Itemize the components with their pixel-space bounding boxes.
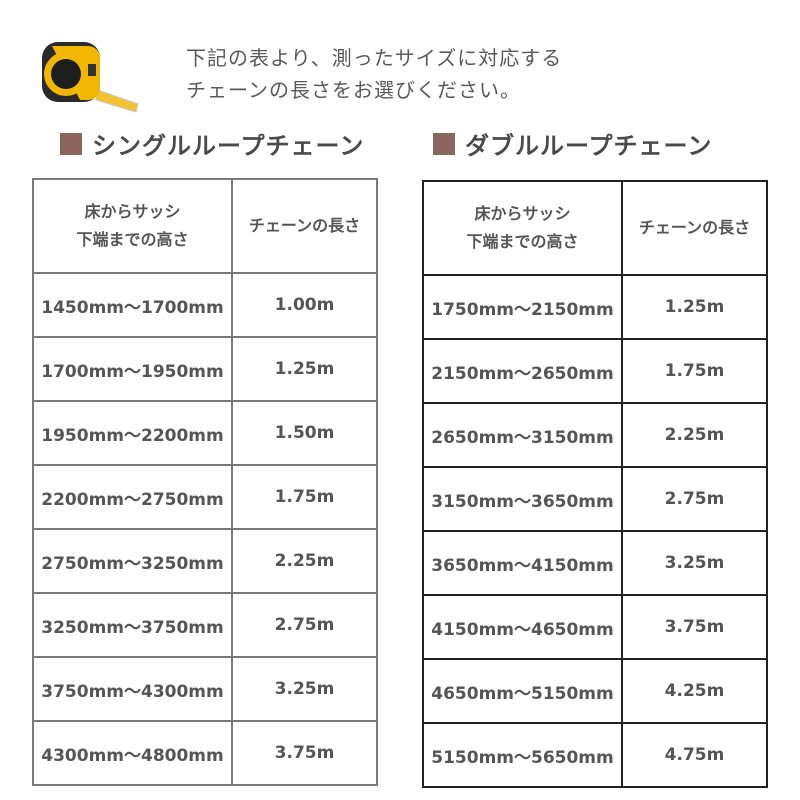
single-loop-table: 床からサッシ 下端までの高さ チェーンの長さ 1450mm～1700mm 1.00m…	[32, 178, 378, 786]
square-bullet-icon	[60, 132, 82, 155]
height-range-cell: 3650mm～4150mm	[422, 530, 623, 596]
chain-length-cell: 2.75m	[621, 466, 768, 532]
height-range-cell: 4150mm～4650mm	[422, 594, 623, 660]
table-row: 5150mm～5650mm 4.75m	[422, 722, 768, 788]
chain-length-cell: 1.50m	[231, 400, 378, 466]
instruction-line-1: 下記の表より、測ったサイズに対応する	[186, 46, 563, 70]
table-header-row: 床からサッシ 下端までの高さ チェーンの長さ	[32, 178, 378, 274]
height-column-header: 床からサッシ 下端までの高さ	[422, 180, 623, 276]
single-loop-title: シングルループチェーン	[92, 132, 365, 160]
height-range-cell: 3750mm～4300mm	[32, 656, 233, 722]
height-column-header: 床からサッシ 下端までの高さ	[32, 178, 233, 274]
table-row: 3150mm～3650mm 2.75m	[422, 466, 768, 532]
height-range-cell: 2750mm～3250mm	[32, 528, 233, 594]
table-row: 2150mm～2650mm 1.75m	[422, 338, 768, 404]
double-loop-heading: ダブルループチェーン	[433, 126, 712, 161]
double-loop-table: 床からサッシ 下端までの高さ チェーンの長さ 1750mm～2150mm 1.25m…	[422, 180, 768, 788]
chain-length-cell: 1.25m	[231, 336, 378, 402]
height-range-cell: 3250mm～3750mm	[32, 592, 233, 658]
height-range-cell: 4650mm～5150mm	[422, 658, 623, 724]
chain-length-cell: 2.75m	[231, 592, 378, 658]
height-range-cell: 2650mm～3150mm	[422, 402, 623, 468]
table-row: 3650mm～4150mm 3.25m	[422, 530, 768, 596]
tape-measure-icon	[42, 42, 139, 113]
square-bullet-icon	[433, 132, 455, 155]
single-loop-heading: シングルループチェーン	[60, 126, 364, 161]
chain-length-cell: 3.25m	[231, 656, 378, 722]
table-row: 4300mm～4800mm 3.75m	[32, 720, 378, 786]
table-row: 3250mm～3750mm 2.75m	[32, 592, 378, 658]
table-row: 2200mm～2750mm 1.75m	[32, 464, 378, 530]
table-row: 4650mm～5150mm 4.25m	[422, 658, 768, 724]
chain-length-cell: 1.00m	[231, 272, 378, 338]
chain-length-cell: 3.75m	[621, 594, 768, 660]
height-range-cell: 1750mm～2150mm	[422, 274, 623, 340]
table-row: 1750mm～2150mm 1.25m	[422, 274, 768, 340]
table-row: 2650mm～3150mm 2.25m	[422, 402, 768, 468]
table-row: 2750mm～3250mm 2.25m	[32, 528, 378, 594]
height-range-cell: 4300mm～4800mm	[32, 720, 233, 786]
table-row: 4150mm～4650mm 3.75m	[422, 594, 768, 660]
chain-length-cell: 3.75m	[231, 720, 378, 786]
table-header-row: 床からサッシ 下端までの高さ チェーンの長さ	[422, 180, 768, 276]
table-row: 1700mm～1950mm 1.25m	[32, 336, 378, 402]
chain-length-cell: 4.25m	[621, 658, 768, 724]
chain-length-cell: 4.75m	[621, 722, 768, 788]
chain-length-cell: 3.25m	[621, 530, 768, 596]
instruction-line-2: チェーンの長さをお選びください。	[186, 78, 521, 102]
height-range-cell: 5150mm～5650mm	[422, 722, 623, 788]
table-row: 3750mm～4300mm 3.25m	[32, 656, 378, 722]
double-loop-title: ダブルループチェーン	[465, 132, 713, 160]
chain-length-cell: 2.25m	[231, 528, 378, 594]
chain-length-cell: 1.75m	[231, 464, 378, 530]
chain-length-cell: 1.25m	[621, 274, 768, 340]
instruction-text: 下記の表より、測ったサイズに対応する チェーンの長さをお選びください。	[186, 42, 562, 106]
height-range-cell: 1700mm～1950mm	[32, 336, 233, 402]
length-column-header: チェーンの長さ	[231, 178, 378, 274]
table-row: 1950mm～2200mm 1.50m	[32, 400, 378, 466]
height-range-cell: 2200mm～2750mm	[32, 464, 233, 530]
height-range-cell: 1450mm～1700mm	[32, 272, 233, 338]
chain-length-cell: 2.25m	[621, 402, 768, 468]
length-column-header: チェーンの長さ	[621, 180, 768, 276]
height-range-cell: 3150mm～3650mm	[422, 466, 623, 532]
height-range-cell: 1950mm～2200mm	[32, 400, 233, 466]
table-row: 1450mm～1700mm 1.00m	[32, 272, 378, 338]
chain-length-cell: 1.75m	[621, 338, 768, 404]
height-range-cell: 2150mm～2650mm	[422, 338, 623, 404]
